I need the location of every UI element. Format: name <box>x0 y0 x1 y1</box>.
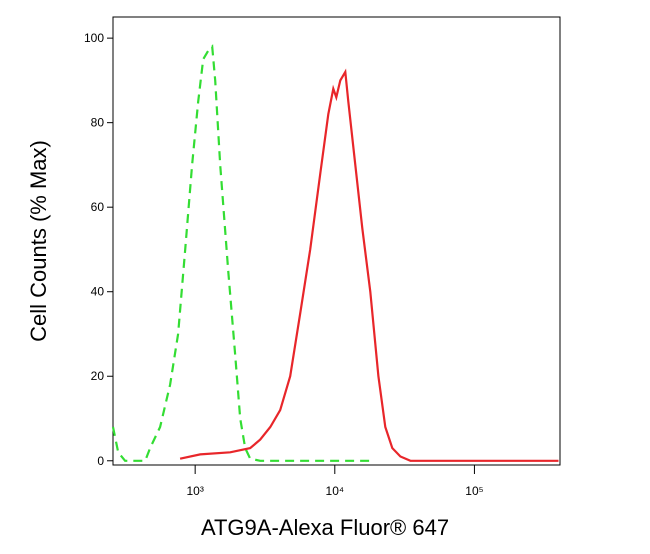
y-tick-label: 100 <box>84 31 104 45</box>
y-tick-label: 60 <box>91 200 105 214</box>
y-tick-label: 40 <box>91 285 105 299</box>
x-axis-label: ATG9A-Alexa Fluor® 647 <box>201 515 449 540</box>
y-tick-label: 0 <box>97 454 104 468</box>
y-tick-label: 20 <box>91 369 105 383</box>
x-tick-label: 10⁴ <box>326 484 345 498</box>
series-line <box>111 44 371 462</box>
series-line <box>179 68 559 462</box>
y-tick-label: 80 <box>91 116 105 130</box>
y-axis-label: Cell Counts (% Max) <box>26 140 51 342</box>
x-tick-label: 10⁵ <box>465 484 483 498</box>
plot-frame <box>112 16 561 466</box>
x-tick-label: 10³ <box>186 484 203 498</box>
